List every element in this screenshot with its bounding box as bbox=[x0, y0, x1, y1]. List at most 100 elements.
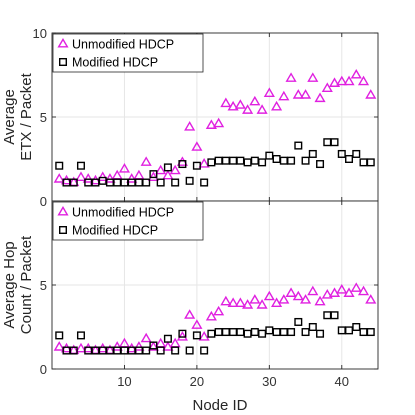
bottom-point-unmodified bbox=[184, 309, 196, 319]
top-point-modified bbox=[185, 176, 194, 185]
top-point-modified bbox=[76, 161, 85, 170]
top-point-modified bbox=[345, 154, 354, 163]
bottom-x-tick-label: 20 bbox=[190, 374, 204, 389]
top-point-unmodified bbox=[155, 164, 167, 175]
bottom-point-unmodified bbox=[328, 287, 341, 297]
bottom-legend-marker-modified bbox=[59, 225, 68, 234]
bottom-point-unmodified bbox=[357, 285, 370, 296]
bottom-point-modified bbox=[55, 331, 64, 340]
bottom-legend-marker-unmodified bbox=[57, 205, 69, 216]
top-point-modified bbox=[171, 178, 180, 187]
bottom-point-unmodified bbox=[321, 289, 333, 299]
bottom-point-unmodified bbox=[242, 299, 254, 309]
top-point-unmodified bbox=[126, 173, 138, 183]
top-point-unmodified bbox=[118, 163, 131, 173]
top-point-unmodified bbox=[256, 104, 268, 114]
top-point-unmodified bbox=[53, 173, 65, 183]
top-legend-marker-modified bbox=[59, 58, 68, 67]
bottom-point-modified bbox=[352, 323, 361, 332]
top-point-unmodified bbox=[220, 97, 232, 108]
bottom-point-unmodified bbox=[278, 294, 290, 304]
top-point-unmodified bbox=[242, 104, 254, 114]
bottom-point-modified bbox=[287, 328, 296, 337]
bottom-point-modified bbox=[192, 331, 201, 340]
top-point-modified bbox=[316, 160, 325, 169]
top-legend-label: Unmodified HDCP bbox=[72, 38, 174, 52]
bottom-point-unmodified bbox=[343, 287, 355, 297]
bottom-point-modified bbox=[316, 329, 325, 338]
bottom-point-modified bbox=[178, 329, 187, 338]
top-point-modified bbox=[163, 163, 172, 172]
top-point-unmodified bbox=[169, 164, 181, 175]
bottom-legend-label: Modified HDCP bbox=[72, 224, 158, 238]
bottom-point-unmodified bbox=[299, 294, 312, 304]
top-point-unmodified bbox=[97, 171, 109, 182]
bottom-point-unmodified bbox=[263, 290, 275, 301]
bottom-point-modified bbox=[330, 311, 339, 320]
top-y-tick-label: 0 bbox=[40, 194, 47, 209]
bottom-x-tick-label: 30 bbox=[262, 374, 276, 389]
bottom-point-unmodified bbox=[227, 297, 239, 308]
top-y-axis-label: AverageETX / Packet bbox=[1, 72, 35, 160]
top-point-modified bbox=[301, 156, 310, 165]
x-axis-label: Node ID bbox=[192, 397, 247, 414]
bottom-point-modified bbox=[142, 346, 151, 355]
bottom-point-unmodified bbox=[205, 310, 217, 321]
top-point-unmodified bbox=[234, 99, 246, 109]
bottom-point-modified bbox=[171, 346, 180, 355]
bottom-point-unmodified bbox=[162, 341, 174, 351]
bottom-y-axis-label: Average HopCount / Packet bbox=[1, 235, 35, 334]
top-point-unmodified bbox=[140, 156, 152, 166]
bottom-point-unmodified bbox=[191, 319, 203, 329]
bottom-legend-label: Unmodified HDCP bbox=[72, 206, 174, 220]
top-point-modified bbox=[294, 141, 303, 150]
top-point-unmodified bbox=[321, 82, 333, 92]
top-legend bbox=[52, 33, 204, 73]
top-point-unmodified bbox=[307, 72, 319, 82]
bottom-point-unmodified bbox=[140, 332, 152, 343]
bottom-point-unmodified bbox=[126, 342, 138, 353]
bottom-point-unmodified bbox=[82, 342, 94, 353]
top-point-unmodified bbox=[285, 72, 297, 82]
top-point-unmodified bbox=[365, 89, 377, 99]
top-point-modified bbox=[156, 178, 165, 187]
top-point-unmodified bbox=[328, 77, 341, 87]
top-point-unmodified bbox=[89, 174, 102, 185]
bottom-point-unmodified bbox=[336, 283, 348, 294]
top-point-unmodified bbox=[176, 156, 188, 166]
top-point-unmodified bbox=[82, 173, 94, 183]
top-point-unmodified bbox=[350, 68, 362, 79]
bottom-point-unmodified bbox=[234, 297, 246, 308]
top-point-unmodified bbox=[104, 173, 116, 183]
top-point-modified bbox=[352, 149, 361, 158]
top-point-unmodified bbox=[60, 174, 73, 185]
top-legend-marker-unmodified bbox=[57, 37, 69, 48]
top-point-unmodified bbox=[184, 121, 196, 131]
top-point-modified bbox=[200, 178, 209, 187]
top-point-modified bbox=[55, 161, 64, 170]
bottom-point-modified bbox=[366, 328, 375, 337]
bottom-point-unmodified bbox=[285, 287, 297, 297]
top-point-modified bbox=[366, 158, 375, 167]
top-point-modified bbox=[149, 170, 158, 179]
bottom-point-unmodified bbox=[307, 285, 319, 296]
top-point-unmodified bbox=[292, 89, 304, 99]
bottom-x-tick-label: 40 bbox=[335, 374, 349, 389]
bottom-point-unmodified bbox=[97, 342, 109, 353]
top-point-modified bbox=[330, 138, 339, 147]
bottom-y-tick-label: 5 bbox=[40, 278, 47, 293]
bottom-point-unmodified bbox=[147, 341, 159, 351]
bottom-point-modified bbox=[185, 346, 194, 355]
bottom-point-unmodified bbox=[220, 295, 232, 306]
top-panel: 0 5 10 Unmodified HDCP Modified HDCP bbox=[33, 26, 379, 209]
top-point-modified bbox=[192, 161, 201, 170]
bottom-point-unmodified bbox=[133, 341, 145, 351]
top-point-modified bbox=[258, 158, 267, 167]
top-point-unmodified bbox=[205, 119, 217, 129]
bottom-y-tick-label: 0 bbox=[40, 362, 47, 377]
bottom-point-unmodified bbox=[60, 342, 73, 353]
bottom-point-unmodified bbox=[213, 305, 225, 316]
top-point-unmodified bbox=[191, 141, 203, 151]
bottom-point-unmodified bbox=[314, 295, 326, 306]
